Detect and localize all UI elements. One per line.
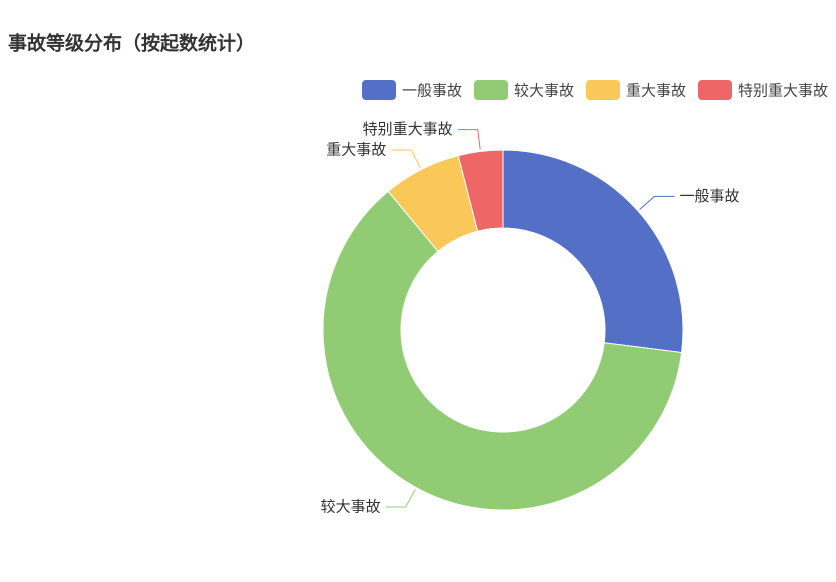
slice-label: 重大事故 <box>326 141 386 159</box>
legend-label[interactable]: 特别重大事故 <box>738 82 828 100</box>
donut-slice[interactable] <box>502 149 684 354</box>
chart-title: 事故等级分布（按起数统计） <box>8 32 255 55</box>
slice-label: 特别重大事故 <box>363 120 453 138</box>
legend-label[interactable]: 较大事故 <box>514 82 574 100</box>
label-line <box>391 149 421 169</box>
legend-swatch[interactable] <box>474 80 508 100</box>
slice-label: 一般事故 <box>680 187 740 205</box>
legend-swatch[interactable] <box>586 80 620 100</box>
legend-swatch[interactable] <box>362 80 396 100</box>
donut-slice[interactable] <box>457 149 504 232</box>
legend-label[interactable]: 重大事故 <box>626 82 686 100</box>
donut-slice[interactable] <box>322 190 683 511</box>
slice-label: 较大事故 <box>321 498 381 516</box>
legend-swatch[interactable] <box>698 80 732 100</box>
label-line <box>385 489 416 508</box>
legend-label[interactable]: 一般事故 <box>402 82 462 100</box>
label-line <box>457 129 481 150</box>
label-line <box>639 195 675 211</box>
